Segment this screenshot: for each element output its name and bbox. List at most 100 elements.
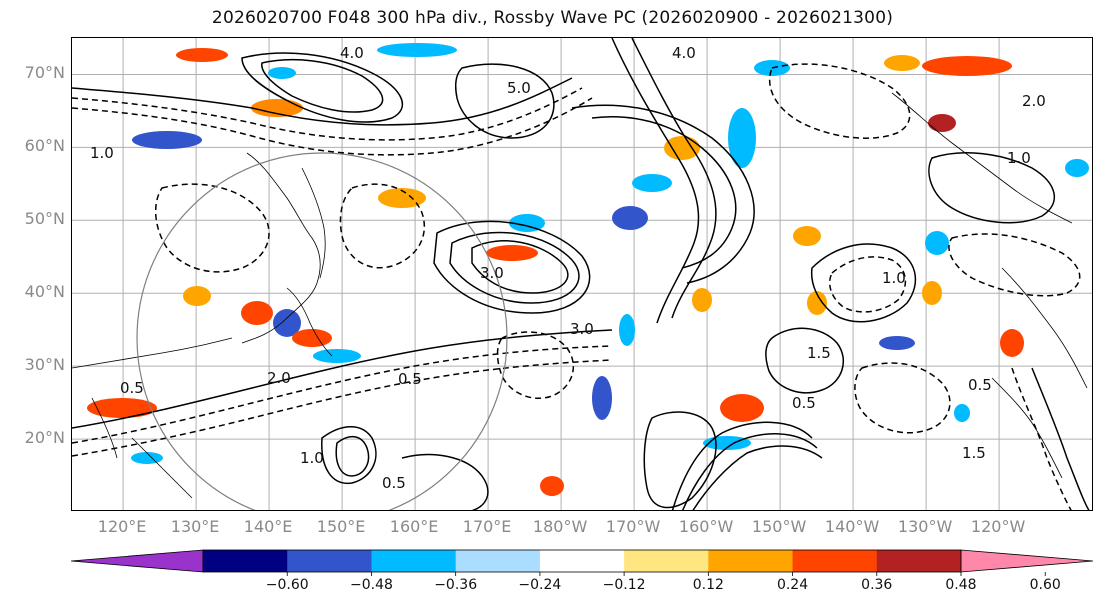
colorbar-tick-label: 0.36 <box>861 577 893 593</box>
contour-label: 0.5 <box>120 379 144 397</box>
fill-blob <box>251 99 303 117</box>
colorbar-box <box>539 550 625 572</box>
fill-blob <box>592 376 612 420</box>
coastline <box>72 92 1088 499</box>
contour-label: 2.0 <box>267 369 291 387</box>
contour-lines <box>72 38 1090 510</box>
fill-blob <box>692 288 712 312</box>
colorbar-tick-label: −0.36 <box>434 577 478 593</box>
fill-blob <box>619 314 635 346</box>
map-canvas: 1.0 0.5 3.0 5.0 2.0 1.5 4.0 0.5 3.0 0.5 … <box>72 38 1092 510</box>
fill-blob <box>1000 329 1024 357</box>
fill-blob <box>241 301 273 325</box>
colorbar-tick-label: 0.24 <box>776 577 809 593</box>
contour-label: 0.5 <box>792 394 816 412</box>
fill-blob <box>509 214 545 232</box>
longitude-label: 150°W <box>751 517 807 536</box>
latitude-label: 20°N <box>24 428 65 448</box>
fill-blob <box>540 476 564 496</box>
colorbar-tick-label: −0.48 <box>349 577 393 593</box>
latitude-label: 70°N <box>24 63 65 83</box>
fill-blob <box>486 245 538 261</box>
colorbar-box <box>624 550 709 572</box>
longitude-label: 160°E <box>389 517 439 536</box>
fill-blob <box>664 136 700 160</box>
fill-blob <box>87 398 157 418</box>
colorbar-boxes <box>70 549 1094 576</box>
fill-blob <box>922 281 942 305</box>
colorbar-box <box>876 550 962 572</box>
colorbar <box>70 549 1094 576</box>
fill-blob <box>131 452 163 464</box>
latitude-label: 60°N <box>24 136 65 156</box>
colorbar-box <box>455 550 541 572</box>
colorbar-tick-label: 0.48 <box>945 577 977 593</box>
colorbar-outline <box>202 549 962 573</box>
fill-blob <box>728 108 756 168</box>
colorbar-tick-label: −0.12 <box>602 577 646 593</box>
contour-label: 1.0 <box>1007 149 1031 167</box>
colorbar-tick-label: −0.24 <box>518 577 562 593</box>
contour-label: 0.5 <box>968 376 992 394</box>
latitude-label: 40°N <box>24 282 65 302</box>
great-circle-arc <box>136 152 508 510</box>
longitude-label: 130°E <box>170 517 220 536</box>
contour-label: 1.5 <box>807 344 831 362</box>
longitude-label: 140°W <box>824 517 880 536</box>
fill-blob <box>807 291 827 315</box>
colorbar-tick-label: 0.60 <box>1029 577 1061 593</box>
contour-label: 5.0 <box>507 79 531 97</box>
longitude-label: 120°W <box>970 517 1026 536</box>
longitude-label: 120°E <box>97 517 147 536</box>
longitude-label: 130°W <box>897 517 953 536</box>
fill-blob <box>1065 159 1089 177</box>
fill-blob <box>632 174 672 192</box>
colorbar-extend-max <box>960 549 1094 573</box>
colorbar-box <box>203 550 288 572</box>
colorbar-box <box>792 550 878 572</box>
contour-label: 1.0 <box>882 269 906 287</box>
fill-blob <box>268 67 296 79</box>
fill-blob <box>377 43 457 57</box>
fill-blob <box>176 48 228 62</box>
colorbar-tick-label: −0.60 <box>265 577 309 593</box>
fill-blob <box>183 286 211 306</box>
colorbar-box <box>371 550 457 572</box>
fill-blob <box>954 404 970 422</box>
colorbar-box <box>287 550 372 572</box>
longitude-label: 170°W <box>605 517 661 536</box>
contour-label: 3.0 <box>480 264 504 282</box>
longitude-label: 150°E <box>316 517 366 536</box>
contour-label: 1.5 <box>962 444 986 462</box>
fill-blob <box>922 56 1012 76</box>
fill-blob <box>132 131 202 149</box>
fill-blob <box>928 114 956 132</box>
latitude-label: 30°N <box>24 355 65 375</box>
contour-label: 4.0 <box>340 44 364 62</box>
colorbar-extend-min <box>70 549 204 573</box>
contour-label: 0.5 <box>398 370 422 388</box>
longitude-label: 140°E <box>243 517 293 536</box>
fill-blob <box>292 329 332 347</box>
contour-label: 0.5 <box>382 474 406 492</box>
fill-blob <box>273 309 301 337</box>
contour-labels: 1.0 0.5 3.0 5.0 2.0 1.5 4.0 0.5 3.0 0.5 … <box>90 44 1046 492</box>
contour-label: 1.0 <box>300 449 324 467</box>
colorbar-tick-label: 0.12 <box>692 577 724 593</box>
fill-blob <box>925 231 949 255</box>
fill-blob <box>720 394 764 422</box>
contour-label: 1.0 <box>90 144 114 162</box>
fill-blob <box>793 226 821 246</box>
map-panel[interactable]: 1.0 0.5 3.0 5.0 2.0 1.5 4.0 0.5 3.0 0.5 … <box>71 37 1093 511</box>
contour-label: 4.0 <box>672 44 696 62</box>
contour-label: 3.0 <box>570 320 594 338</box>
divergence-fill-blobs <box>87 43 1089 496</box>
fill-blob <box>879 336 915 350</box>
fill-blob <box>313 349 361 363</box>
longitude-label: 160°W <box>678 517 734 536</box>
map-title: 2026020700 F048 300 hPa div., Rossby Wav… <box>211 8 894 28</box>
fill-blob <box>884 55 920 71</box>
fill-blob <box>612 206 648 230</box>
gridlines <box>72 38 1092 510</box>
contour-label: 2.0 <box>1022 92 1046 110</box>
